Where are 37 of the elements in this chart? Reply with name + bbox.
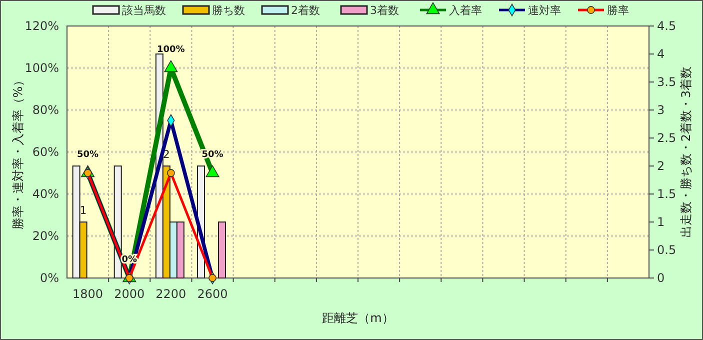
y2-tick-label: 0.5	[657, 243, 676, 257]
legend-label: 勝ち数	[212, 4, 245, 17]
y-tick-label: 20%	[32, 229, 59, 243]
x-tick-label: 2000	[114, 287, 145, 301]
y-tick-label: 100%	[24, 61, 59, 75]
x-axis-title: 距離芝（m）	[322, 311, 394, 325]
y-tick-label: 40%	[32, 187, 59, 201]
y2-axis-title: 出走数・勝ち数・2着数・3着数	[679, 66, 693, 238]
data-label: 100%	[157, 45, 185, 55]
y2-tick-label: 0	[657, 271, 665, 285]
y2-tick-label: 4	[657, 47, 665, 61]
x-tick-label: 1800	[72, 287, 104, 301]
legend-label: 勝率	[607, 4, 629, 17]
y2-tick-label: 2	[657, 159, 665, 173]
y2-tick-label: 3.5	[657, 75, 676, 89]
x-tick-label: 2600	[197, 287, 228, 301]
y-axis-title: 勝率・連対率・入着率（%）	[11, 74, 25, 230]
legend-label: 2着数	[291, 4, 320, 17]
data-label: 50%	[77, 150, 99, 160]
data-label: 1	[80, 204, 87, 217]
legend-label: 該当馬数	[122, 4, 166, 17]
y-tick-label: 0%	[40, 271, 59, 285]
y-tick-label: 60%	[32, 145, 59, 159]
y2-tick-label: 3	[657, 103, 665, 117]
y2-tick-label: 4.5	[657, 19, 676, 33]
legend-label: 連対率	[528, 4, 561, 17]
y-tick-label: 120%	[24, 19, 59, 33]
bar	[218, 222, 226, 278]
legend-label: 3着数	[370, 4, 399, 17]
y2-tick-label: 2.5	[657, 131, 676, 145]
data-label: 0%	[122, 255, 137, 265]
y2-tick-label: 1.5	[657, 187, 676, 201]
legend-label: 入着率	[449, 4, 482, 17]
data-label: 2	[162, 148, 170, 161]
y2-tick-label: 1	[657, 215, 665, 229]
y-tick-label: 80%	[32, 103, 59, 117]
x-tick-label: 2200	[156, 287, 186, 301]
